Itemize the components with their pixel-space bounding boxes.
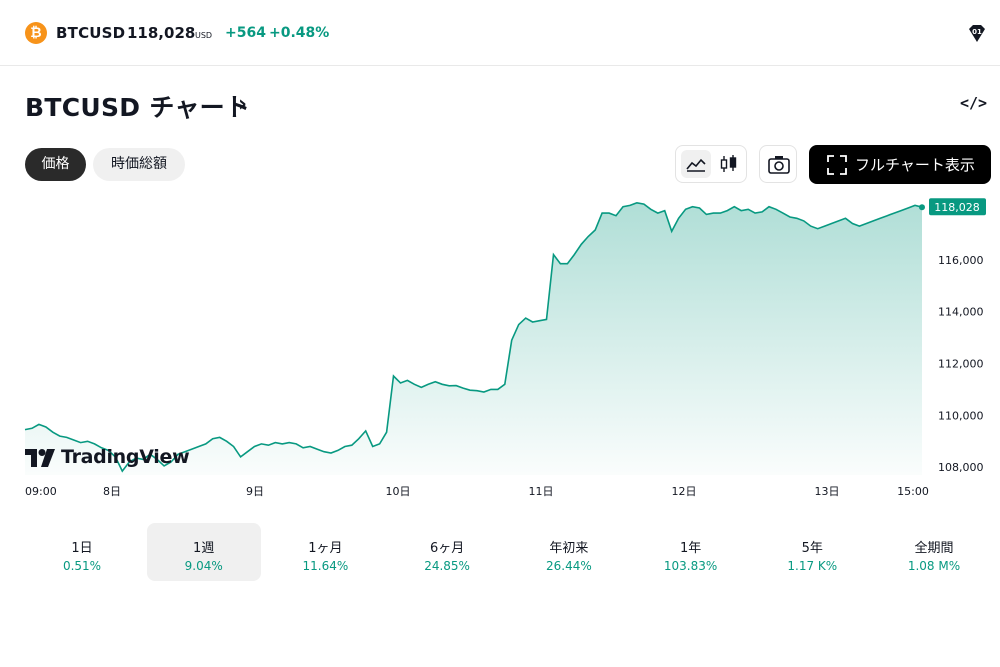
- tradingview-logo-icon: [25, 449, 55, 467]
- period-change-value: 0.51%: [62, 559, 102, 573]
- x-tick-label: 12日: [672, 485, 697, 498]
- period-label: 1週: [193, 541, 215, 556]
- current-price: 118,028: [127, 24, 196, 42]
- period-label: 年初来: [549, 541, 589, 556]
- period-button[interactable]: 年初来 26.44%: [512, 523, 626, 581]
- y-tick-label: 108,000: [938, 461, 984, 474]
- current-price-tag-label: 118,028: [934, 201, 980, 214]
- period-button[interactable]: 1年 103.83%: [634, 523, 748, 581]
- price-line: [24, 201, 923, 473]
- full-chart-label: フルチャート表示: [855, 156, 975, 174]
- candlestick-chart-button[interactable]: [716, 150, 742, 178]
- period-label: 全期間: [914, 541, 954, 556]
- period-change-value: 26.44%: [546, 559, 592, 573]
- title-chevron-icon[interactable]: ›: [238, 92, 248, 117]
- snapshot-button[interactable]: [759, 145, 797, 183]
- candlestick-icon: [720, 155, 737, 172]
- period-change-value: 11.64%: [302, 559, 349, 573]
- camera-icon: [768, 156, 790, 174]
- period-change-value: 24.85%: [424, 559, 470, 573]
- period-selector: 1日 0.51% 1週 9.04% 1ヶ月 11.64% 6ヶ月 24.85% 年初来 26.44…: [25, 523, 991, 581]
- y-tick-label: 116,000: [938, 254, 984, 267]
- period-button[interactable]: 5年 1.17 K%: [755, 523, 869, 581]
- last-price-marker: [919, 204, 925, 211]
- price-chart[interactable]: 108,000 110,000 112,000 114,000 116,000 09:0…: [0, 195, 1000, 500]
- period-button[interactable]: 1日 0.51%: [25, 523, 139, 581]
- y-tick-label: 112,000: [938, 358, 984, 371]
- x-tick-label: 09:00: [25, 485, 57, 498]
- tradingview-logo-text: TradingView: [61, 446, 190, 468]
- bitcoin-icon: ₿: [25, 22, 47, 44]
- period-label: 6ヶ月: [429, 541, 465, 556]
- embed-code-icon[interactable]: </>: [960, 94, 988, 112]
- line-chart-icon: [686, 158, 706, 172]
- x-tick-label: 11日: [529, 485, 554, 498]
- x-tick-label: 9日: [246, 485, 264, 498]
- full-chart-button[interactable]: フルチャート表示: [809, 145, 991, 184]
- period-change-value: 1.08 M%: [907, 559, 961, 573]
- symbol-header-bar: ₿ BTCUSD 118,028 USD +564 +0.48% 01: [0, 0, 1000, 66]
- period-label: 1年: [679, 541, 702, 556]
- fullscreen-icon: [827, 155, 847, 175]
- period-change-value: 9.04%: [184, 559, 223, 573]
- x-tick-label: 8日: [103, 485, 121, 498]
- price-change-percent: +0.48%: [269, 25, 330, 41]
- y-tick-label: 110,000: [938, 409, 984, 422]
- price-change: +564: [225, 25, 266, 41]
- chart-type-group: [675, 145, 747, 183]
- period-button[interactable]: 1週 9.04%: [146, 523, 261, 581]
- symbol-name[interactable]: BTCUSD: [56, 24, 126, 42]
- current-price-tag: [929, 198, 986, 216]
- period-change-value: 1.17 K%: [787, 559, 838, 573]
- x-tick-label: 15:00: [897, 485, 929, 498]
- x-tick-label: 13日: [815, 485, 840, 498]
- period-change-value: 103.83%: [663, 559, 718, 573]
- page-title[interactable]: BTCUSD チャート: [25, 93, 251, 122]
- y-tick-label: 114,000: [938, 306, 984, 319]
- market-cap-toggle-button[interactable]: 時価総額: [93, 148, 185, 181]
- price-area-fill: [25, 202, 922, 476]
- price-toggle-button[interactable]: 価格: [25, 148, 86, 181]
- line-chart-button[interactable]: [681, 150, 711, 178]
- shield-icon[interactable]: 01: [966, 22, 988, 44]
- period-button[interactable]: 6ヶ月 24.85%: [390, 523, 504, 581]
- period-label: 1日: [71, 541, 93, 556]
- svg-text:01: 01: [972, 28, 982, 36]
- period-label: 1ヶ月: [308, 541, 343, 556]
- x-tick-label: 10日: [386, 485, 411, 498]
- period-button[interactable]: 1ヶ月 11.64%: [268, 523, 382, 581]
- currency-label: USD: [195, 31, 213, 40]
- period-button[interactable]: 全期間 1.08 M%: [877, 523, 991, 581]
- period-label: 5年: [801, 541, 823, 556]
